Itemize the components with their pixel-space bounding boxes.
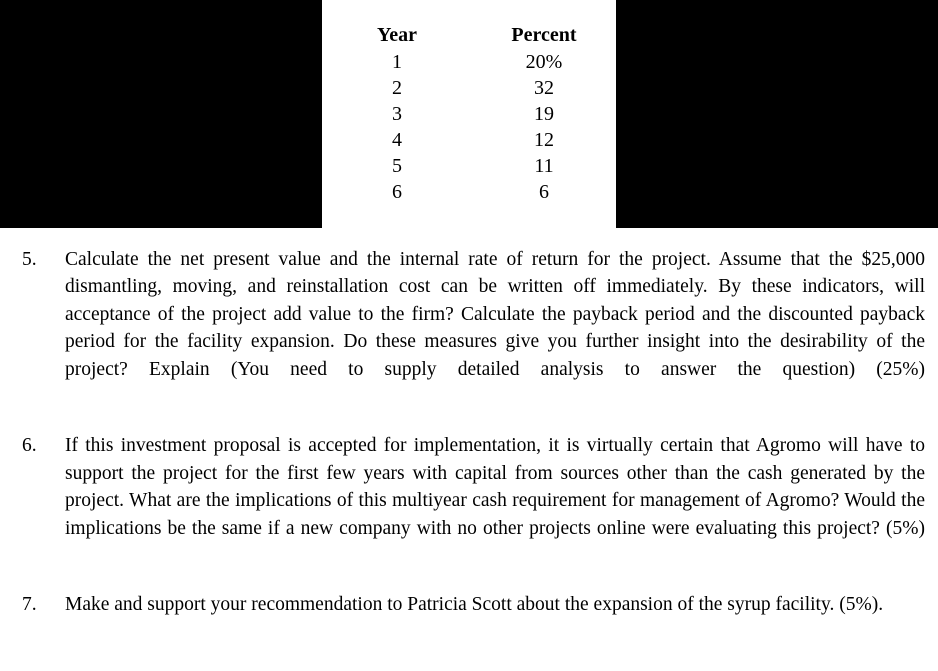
question-list: 5. Calculate the net present value and t… xyxy=(0,228,938,668)
cell-year: 3 xyxy=(392,103,402,125)
cell-percent: 6 xyxy=(539,181,549,203)
question-text-6: If this investment proposal is accepted … xyxy=(65,435,925,539)
cell-percent: 32 xyxy=(534,77,554,99)
cell-percent: 12 xyxy=(534,129,554,151)
scanned-image-band: Year Percent 1 20% 2 32 3 19 xyxy=(0,0,938,228)
question-number-5: 5. xyxy=(22,249,37,270)
black-mask-left xyxy=(0,0,322,228)
black-mask-right xyxy=(616,0,938,228)
table-row: 5 11 xyxy=(322,153,616,179)
table-header-year: Year xyxy=(377,24,417,46)
table-row: 4 12 xyxy=(322,127,616,153)
depreciation-table: Year Percent 1 20% 2 32 3 19 xyxy=(322,22,616,205)
table-row: 2 32 xyxy=(322,75,616,101)
question-number-7: 7. xyxy=(22,594,37,616)
table-row: 3 19 xyxy=(322,101,616,127)
question-text-5: Calculate the net present value and the … xyxy=(65,249,925,380)
table-header-row: Year Percent xyxy=(322,22,616,49)
table-row: 6 6 xyxy=(322,179,616,205)
cell-year: 1 xyxy=(392,51,402,73)
question-item-7: 7. Make and support your recommendation … xyxy=(0,591,938,646)
cell-year: 6 xyxy=(392,181,402,203)
table-row: 1 20% xyxy=(322,49,616,75)
question-item-5: 5. Calculate the net present value and t… xyxy=(0,246,938,410)
cell-percent: 11 xyxy=(534,155,554,177)
cell-year: 2 xyxy=(392,77,402,99)
depreciation-table-region: Year Percent 1 20% 2 32 3 19 xyxy=(322,0,616,228)
cell-year: 4 xyxy=(392,129,402,151)
question-item-6: 6. If this investment proposal is accept… xyxy=(0,432,938,569)
question-number-6: 6. xyxy=(22,435,37,457)
table-header-percent: Percent xyxy=(511,24,577,46)
question-text-7: Make and support your recommendation to … xyxy=(65,594,884,616)
cell-year: 5 xyxy=(392,155,402,177)
cell-percent: 20% xyxy=(525,51,563,73)
cell-percent: 19 xyxy=(534,103,554,125)
